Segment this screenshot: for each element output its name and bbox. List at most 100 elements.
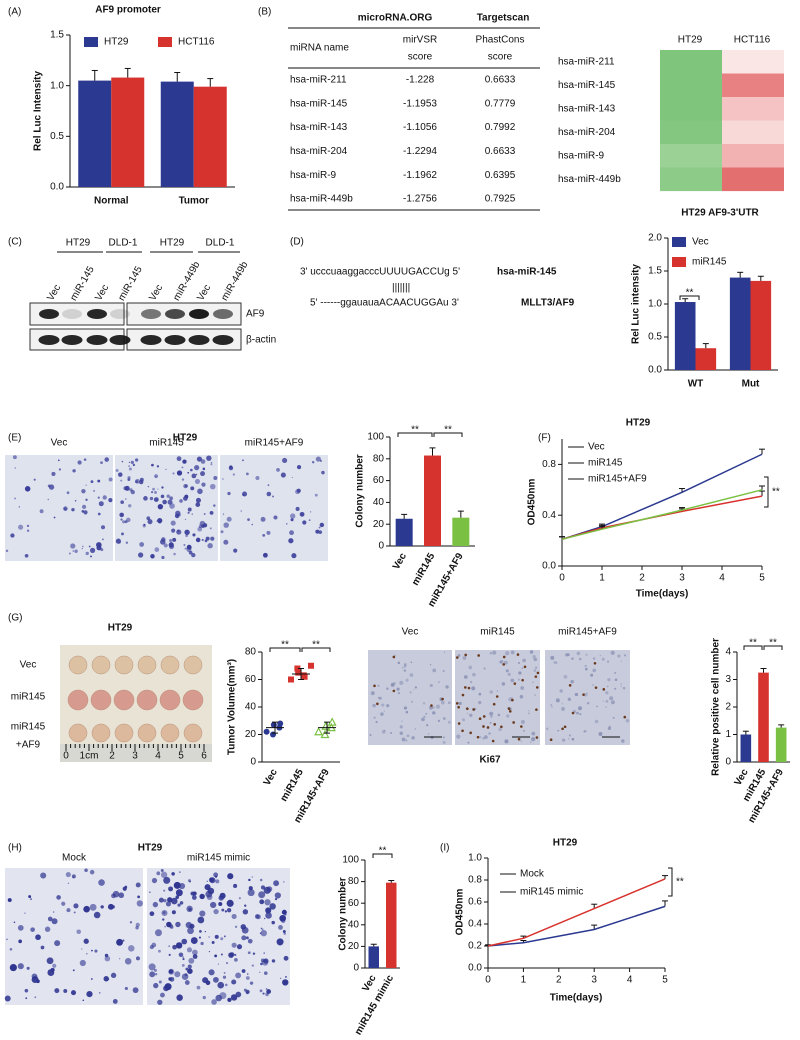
y-tick-label: 80 [245,647,257,658]
micrograph-speck [240,924,246,930]
micrograph-speck [223,539,229,545]
micrograph-speck [191,552,196,558]
micrograph-speck [246,973,249,975]
micrograph-speck [186,547,192,553]
micrograph-speck [81,488,86,494]
bar [775,727,787,762]
micrograph-speck [9,948,13,951]
micrograph-speck [121,532,124,536]
micrograph-speck [157,999,163,1005]
micrograph-speck [104,955,111,962]
bar [452,517,470,546]
table-cell: -1.2294 [403,146,437,157]
micrograph-speck [214,934,219,939]
micrograph-speck [219,992,227,1000]
blot-band [165,309,185,319]
micrograph-speck [156,520,158,522]
micrograph-speck [466,712,469,715]
micrograph-speck [290,518,294,522]
micrograph-speck [427,733,430,735]
micrograph-speck [148,963,156,971]
annotation: ** [312,640,320,651]
micrograph-speck [187,511,190,514]
point [288,676,294,683]
micrograph-speck [291,476,293,479]
y-tick-label: 1.0 [648,299,662,310]
positive-cell [535,686,539,689]
micrograph-speck [394,654,396,657]
micrograph-speck [183,544,186,547]
micrograph-speck [170,897,178,905]
positive-cell [561,727,564,731]
micrograph-speck [438,681,440,683]
micrograph-speck [24,988,29,993]
tumor [68,723,88,743]
micrograph-speck [531,737,536,742]
micrograph-speck [584,729,587,733]
micrograph [5,455,113,561]
micrograph-speck [259,878,263,882]
micrograph-speck [81,504,87,510]
micrograph-speck [149,945,154,950]
micrograph-speck [409,691,412,694]
micrograph-speck [97,496,100,499]
micrograph-speck [251,964,254,967]
micrograph-speck [25,997,28,1000]
micrograph-speck [172,537,177,542]
micrograph-speck [90,978,93,980]
micrograph-speck [315,529,320,534]
heatmap-row: hsa-miR-143 [558,104,616,115]
micrograph-speck [35,934,41,941]
micrograph-speck [625,719,630,723]
micrograph-speck [617,654,621,658]
y-axis-label: Rel Luc Intensity [33,71,44,151]
micrograph-speck [161,909,168,917]
micrograph-speck [190,468,193,472]
micrograph-speck [505,651,510,656]
table-source: microRNA.ORG [358,13,433,24]
micrograph-speck [81,547,83,550]
micrograph-speck [91,949,93,952]
micrograph-speck [160,992,165,998]
micrograph-speck [594,719,599,724]
micrograph-speck [489,711,494,716]
micrograph-speck [135,922,140,927]
micrograph-speck [7,898,12,903]
micrograph-speck [231,942,237,948]
micrograph-speck [592,668,597,673]
micrograph-speck [532,655,536,659]
micrograph-speck [370,691,375,696]
heatmap-cell [722,73,784,98]
micrograph-speck [425,712,428,715]
micrograph-speck [499,660,503,664]
micrograph-speck [79,959,86,967]
y-tick-label: 60 [348,898,360,909]
micrograph-speck [321,470,325,475]
y-tick-label: 0.0 [50,182,64,193]
legend-label: Vec [588,442,605,453]
micrograph-speck [168,542,174,548]
micrograph-speck [241,935,247,941]
micrograph-speck [176,893,178,896]
positive-cell [467,686,471,690]
micrograph-speck [150,554,155,559]
micrograph-speck [200,941,204,946]
micrograph-speck [233,883,238,889]
micrograph-speck [190,937,198,944]
y-tick-label: 20 [373,519,385,530]
micrograph-speck [605,691,609,695]
micrograph-speck [72,550,74,552]
bar [368,946,379,968]
micrograph-speck [73,911,76,914]
micrograph-speck [381,703,385,707]
chart-title: HT29 [626,418,651,429]
micrograph-speck [405,710,409,714]
micrograph-speck [217,963,220,965]
micrograph-speck [442,740,446,744]
image-label: Vec [51,438,68,449]
micrograph-speck [208,969,215,976]
positive-cell [521,678,524,682]
micrograph-speck [578,706,582,711]
legend-label: Mock [520,869,545,880]
micrograph-speck [553,661,557,664]
